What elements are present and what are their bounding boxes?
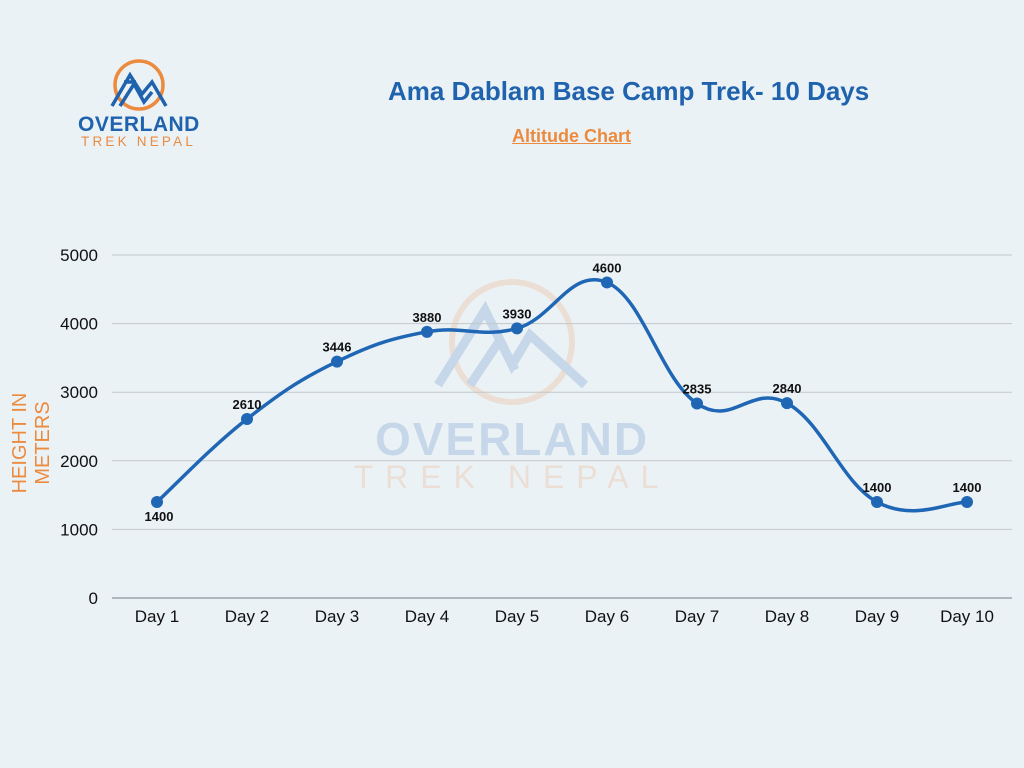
logo-text-overland: OVERLAND [78,113,200,136]
x-tick-label: Day 10 [940,607,994,626]
data-point[interactable] [871,495,883,508]
x-tick-label: Day 5 [495,607,539,626]
data-point[interactable] [781,397,793,410]
x-tick-label: Day 4 [405,607,449,626]
x-tick-label: Day 1 [135,607,179,626]
data-point[interactable] [601,276,613,289]
data-point[interactable] [691,397,703,410]
data-label: 1400 [145,509,174,524]
data-label: 1400 [863,480,892,495]
x-tick-label: Day 7 [675,607,719,626]
y-tick-label: 4000 [60,315,98,334]
data-label: 2835 [683,382,712,397]
y-tick-label: 3000 [60,383,98,402]
y-tick-label: 1000 [60,520,98,539]
y-tick-label: 2000 [60,452,98,471]
data-point[interactable] [151,495,163,508]
data-label: 3930 [503,306,532,321]
data-label: 2840 [773,381,802,396]
svg-text:TREK NEPAL: TREK NEPAL [354,459,671,495]
data-labels: 1400 2610 3446 3880 3930 4600 2835 2840 1400 1400 [145,260,982,524]
logo-icon [110,59,168,111]
x-axis-ticks: Day 1 Day 2 Day 3 Day 4 Day 5 Day 6 Day 7 Day 8… [135,607,994,626]
x-tick-label: Day 2 [225,607,269,626]
data-point[interactable] [511,322,523,335]
data-label: 1400 [953,480,982,495]
watermark: OVERLAND TREK NEPAL [354,279,671,495]
data-points [151,276,973,508]
data-label: 3880 [413,310,442,325]
svg-text:OVERLAND: OVERLAND [375,413,649,465]
logo-text-trek-nepal: TREK NEPAL [81,134,197,149]
data-point[interactable] [241,412,253,425]
data-label: 4600 [593,260,622,275]
data-point[interactable] [331,355,343,368]
chart-subtitle-link[interactable]: Altitude Chart [512,126,631,146]
data-label: 2610 [233,397,262,412]
y-tick-label: 0 [89,589,98,608]
x-tick-label: Day 8 [765,607,809,626]
y-tick-label: 5000 [60,246,98,265]
altitude-line [155,278,968,513]
x-tick-label: Day 6 [585,607,629,626]
data-point[interactable] [421,325,433,338]
gridlines [112,254,1012,599]
y-axis-ticks: 0 1000 2000 3000 4000 5000 [60,246,98,608]
x-tick-label: Day 9 [855,607,899,626]
data-label: 3446 [323,340,352,355]
x-tick-label: Day 3 [315,607,359,626]
chart-title: Ama Dablam Base Camp Trek- 10 Days [388,76,870,106]
data-point[interactable] [961,495,973,508]
